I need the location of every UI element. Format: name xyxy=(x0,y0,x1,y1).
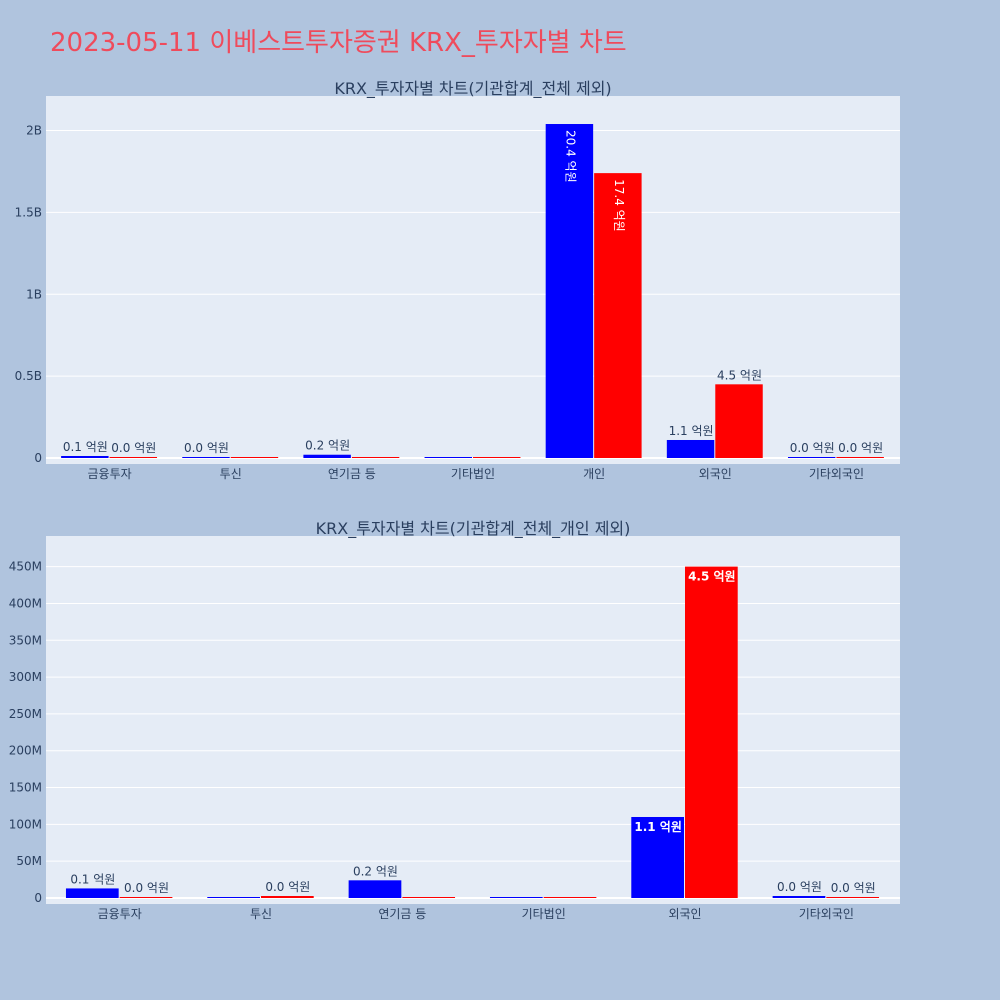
y-tick-label: 300M xyxy=(9,670,42,684)
bar-data-label: 17.4 억원 xyxy=(612,179,626,232)
bar xyxy=(631,816,684,898)
bar xyxy=(489,897,543,898)
x-tick-label: 외국인 xyxy=(668,907,701,921)
bar xyxy=(261,896,314,898)
bar xyxy=(207,897,260,898)
bar xyxy=(545,124,594,458)
bar xyxy=(787,457,836,458)
bar xyxy=(826,897,880,898)
y-tick-label: 50M xyxy=(16,854,42,868)
x-tick-label: 기타외국인 xyxy=(799,907,854,921)
x-tick-label: 투신 xyxy=(220,467,242,481)
bar xyxy=(61,456,109,458)
page-title: 2023-05-11 이베스트투자증권 KRX_투자자별 차트 xyxy=(50,28,627,58)
bar-data-label: 0.0 억원 xyxy=(838,441,883,455)
y-tick-label: 200M xyxy=(9,744,42,758)
bar-data-label: 0.2 억원 xyxy=(305,439,350,453)
bar-data-label: 4.5 억원 xyxy=(717,368,762,382)
bar xyxy=(543,897,597,898)
x-tick-label: 연기금 등 xyxy=(328,467,376,481)
y-tick-label: 2B xyxy=(26,124,42,138)
bar-data-label: 0.1 억원 xyxy=(63,440,108,454)
bar-data-label: 0.1 억원 xyxy=(70,872,115,886)
bar-data-label: 0.0 억원 xyxy=(265,880,310,894)
bar-data-label: 0.0 억원 xyxy=(124,881,169,895)
bar xyxy=(182,457,230,458)
x-tick-label: 금융투자 xyxy=(98,907,142,921)
chart-1: KRX_투자자별 차트(기관합계_전체 제외) 0 0.5B 1B 1.5B 2B 금융투자… xyxy=(15,79,900,481)
y-tick-label: 350M xyxy=(9,633,42,647)
bar xyxy=(303,454,351,458)
x-tick-label: 금융투자 xyxy=(87,467,131,481)
bar xyxy=(473,457,521,458)
y-tick-label: 0.5B xyxy=(15,369,42,383)
bar-data-label: 0.0 억원 xyxy=(831,881,876,895)
y-tick-label: 450M xyxy=(9,560,42,574)
bar xyxy=(119,897,173,898)
bar-data-label: 0.0 억원 xyxy=(184,441,229,455)
y-tick-label: 1B xyxy=(26,287,42,301)
y-tick-label: 100M xyxy=(9,817,42,831)
plot-area xyxy=(46,96,900,464)
bar-data-label: 20.4 억원 xyxy=(563,130,577,183)
chart-title: KRX_투자자별 차트(기관합계_전체_개인 제외) xyxy=(316,519,631,539)
bar-data-label: 0.2 억원 xyxy=(353,864,398,878)
bar xyxy=(348,880,402,898)
bar xyxy=(109,457,158,458)
bar xyxy=(666,439,715,458)
bar xyxy=(685,566,738,898)
bar xyxy=(772,896,826,898)
bar xyxy=(65,888,119,898)
x-tick-label: 외국인 xyxy=(699,467,732,481)
y-tick-label: 0 xyxy=(34,451,42,465)
bar xyxy=(402,897,456,898)
x-tick-label: 기타외국인 xyxy=(809,467,864,481)
chart-2: KRX_투자자별 차트(기관합계_전체_개인 제외) 0 50M 100M 150M 20… xyxy=(9,519,900,921)
bar xyxy=(230,457,279,458)
x-tick-label: 연기금 등 xyxy=(378,907,426,921)
x-tick-label: 투신 xyxy=(250,907,272,921)
x-tick-label: 기타법인 xyxy=(522,907,566,921)
bar xyxy=(424,457,472,458)
y-tick-label: 0 xyxy=(34,891,42,905)
y-tick-label: 400M xyxy=(9,596,42,610)
y-tick-label: 150M xyxy=(9,781,42,795)
plot-area xyxy=(46,536,900,904)
bar xyxy=(715,384,763,458)
bar-data-label: 1.1 억원 xyxy=(669,424,714,438)
bar-data-label: 4.5 억원 xyxy=(688,570,736,584)
chart-title: KRX_투자자별 차트(기관합계_전체 제외) xyxy=(334,79,611,99)
x-tick-label: 기타법인 xyxy=(451,467,495,481)
y-tick-label: 1.5B xyxy=(15,205,42,219)
bar xyxy=(836,457,884,458)
x-tick-label: 개인 xyxy=(583,467,605,481)
bar-data-label: 0.0 억원 xyxy=(777,880,822,894)
bar-data-label: 1.1 억원 xyxy=(634,820,682,834)
bar xyxy=(351,457,400,458)
bar-data-label: 0.0 억원 xyxy=(111,441,156,455)
bar-data-label: 0.0 억원 xyxy=(790,441,835,455)
y-tick-label: 250M xyxy=(9,707,42,721)
bar xyxy=(594,173,642,458)
